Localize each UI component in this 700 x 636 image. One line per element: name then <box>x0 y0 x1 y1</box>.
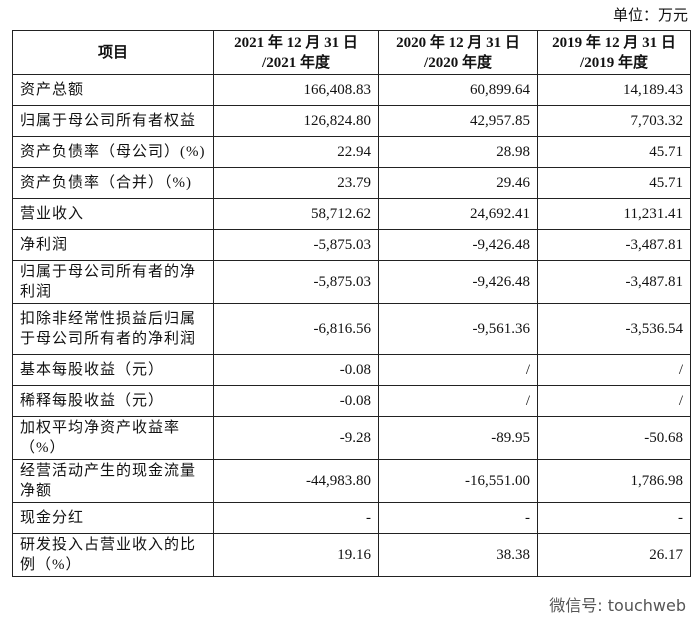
table-row: 营业收入 58,712.62 24,692.41 11,231.41 <box>12 198 691 230</box>
value-cell: -16,551.00 <box>378 459 538 503</box>
table-row: 加权平均净资产收益率 （%） -9.28 -89.95 -50.68 <box>12 416 691 460</box>
row-label: 资产负债率（合并）（%) <box>12 167 214 199</box>
table-row: 稀释每股收益（元） -0.08// <box>12 385 691 417</box>
table-row: 基本每股收益（元） -0.08// <box>12 354 691 386</box>
value-cell: 45.71 <box>537 167 691 199</box>
value-cell: / <box>378 385 538 417</box>
row-label: 扣除非经常性损益后归属 于母公司所有者的净利润 <box>12 303 214 355</box>
value-cell: 22.94 <box>213 136 379 168</box>
unit-note: 单位：万元 <box>612 8 688 24</box>
value-cell: -3,487.81 <box>537 260 691 304</box>
value-cell: 60,899.64 <box>378 74 538 106</box>
value-cell: 28.98 <box>378 136 538 168</box>
value-cell: -9,426.48 <box>378 260 538 304</box>
value-cell: - <box>378 502 538 534</box>
value-cell: -89.95 <box>378 416 538 460</box>
row-label: 营业收入 <box>12 198 214 230</box>
value-cell: 26.17 <box>537 533 691 577</box>
table-row: 归属于母公司所有者权益 126,824.80 42,957.85 7,703.32 <box>12 105 691 137</box>
table-row: 归属于母公司所有者的净 利润 -5,875.03 -9,426.48 -3,487.8… <box>12 260 691 304</box>
value-cell: 24,692.41 <box>378 198 538 230</box>
table-row: 资产总额 166,408.83 60,899.64 14,189.43 <box>12 74 691 106</box>
table-row: 资产负债率（合并）（%) 23.79 29.46 45.71 <box>12 167 691 199</box>
value-cell: 19.16 <box>213 533 379 577</box>
value-cell: -0.08 <box>213 385 379 417</box>
row-label: 加权平均净资产收益率 （%） <box>12 416 214 460</box>
value-cell: 42,957.85 <box>378 105 538 137</box>
value-cell: 38.38 <box>378 533 538 577</box>
value-cell: 29.46 <box>378 167 538 199</box>
value-cell: / <box>537 385 691 417</box>
row-label: 归属于母公司所有者权益 <box>12 105 214 137</box>
value-cell: -6,816.56 <box>213 303 379 355</box>
row-label: 资产负债率（母公司）(%) <box>12 136 214 168</box>
row-label: 归属于母公司所有者的净 利润 <box>12 260 214 304</box>
table-row: 净利润 -5,875.03 -9,426.48 -3,487.81 <box>12 229 691 261</box>
row-label: 基本每股收益（元） <box>12 354 214 386</box>
header-cell: 2021 年 12 月 31 日 /2021 年度 <box>213 30 379 75</box>
value-cell: / <box>378 354 538 386</box>
table-row: 现金分红 - - - <box>12 502 691 534</box>
row-label: 经营活动产生的现金流量 净额 <box>12 459 214 503</box>
row-label: 研发投入占营业收入的比 例（%） <box>12 533 214 577</box>
value-cell: 11,231.41 <box>537 198 691 230</box>
row-label: 稀释每股收益（元） <box>12 385 214 417</box>
value-cell: 126,824.80 <box>213 105 379 137</box>
value-cell: -3,536.54 <box>537 303 691 355</box>
header-row: 项目 2021 年 12 月 31 日 /2021 年度 2020 年 12 月 3… <box>12 30 691 75</box>
value-cell: -3,487.81 <box>537 229 691 261</box>
value-cell: / <box>537 354 691 386</box>
value-cell: -5,875.03 <box>213 229 379 261</box>
value-cell: -44,983.80 <box>213 459 379 503</box>
value-cell: -9.28 <box>213 416 379 460</box>
financial-table: 项目 2021 年 12 月 31 日 /2021 年度 2020 年 12 月 3… <box>12 30 691 577</box>
table-row: 扣除非经常性损益后归属 于母公司所有者的净利润 -6,816.56 -9,561.3… <box>12 303 691 355</box>
row-label: 净利润 <box>12 229 214 261</box>
header-cell: 2020 年 12 月 31 日 /2020 年度 <box>378 30 538 75</box>
value-cell: -0.08 <box>213 354 379 386</box>
table-row: 资产负债率（母公司）(%) 22.94 28.98 45.71 <box>12 136 691 168</box>
watermark: 微信号: touchweb <box>549 596 686 615</box>
value-cell: -50.68 <box>537 416 691 460</box>
value-cell: 45.71 <box>537 136 691 168</box>
table-body: 资产总额 166,408.83 60,899.64 14,189.43 归属于母公司所有… <box>12 74 691 577</box>
value-cell: 1,786.98 <box>537 459 691 503</box>
row-label: 现金分红 <box>12 502 214 534</box>
value-cell: - <box>537 502 691 534</box>
row-label: 资产总额 <box>12 74 214 106</box>
value-cell: 23.79 <box>213 167 379 199</box>
value-cell: - <box>213 502 379 534</box>
table-row: 经营活动产生的现金流量 净额 -44,983.80 -16,551.00 1,786.… <box>12 459 691 503</box>
value-cell: 14,189.43 <box>537 74 691 106</box>
value-cell: -9,426.48 <box>378 229 538 261</box>
value-cell: -5,875.03 <box>213 260 379 304</box>
header-cell: 2019 年 12 月 31 日 /2019 年度 <box>537 30 691 75</box>
value-cell: -9,561.36 <box>378 303 538 355</box>
table-row: 研发投入占营业收入的比 例（%） 19.16 38.38 26.17 <box>12 533 691 577</box>
value-cell: 166,408.83 <box>213 74 379 106</box>
value-cell: 7,703.32 <box>537 105 691 137</box>
header-cell: 项目 <box>12 30 214 75</box>
value-cell: 58,712.62 <box>213 198 379 230</box>
